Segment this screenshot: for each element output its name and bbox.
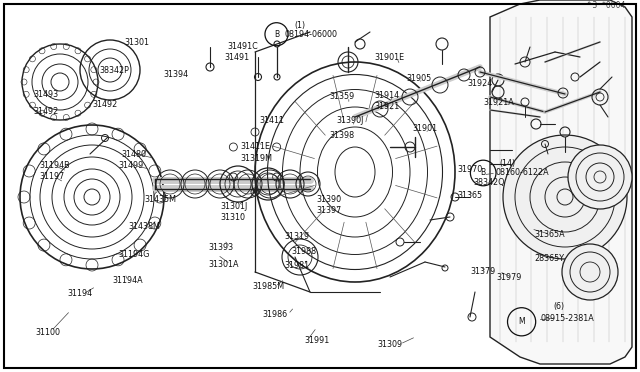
Text: 31991: 31991 [304, 336, 329, 345]
Text: 31390J: 31390J [336, 116, 364, 125]
Text: 31493: 31493 [33, 90, 58, 99]
Text: 31379: 31379 [470, 267, 495, 276]
Text: 31310: 31310 [221, 213, 246, 222]
Text: 31301J: 31301J [221, 202, 248, 211]
Text: 31194A: 31194A [112, 276, 143, 285]
Text: 31921A: 31921A [483, 98, 514, 107]
Text: B: B [274, 30, 279, 39]
Text: 31411: 31411 [259, 116, 284, 125]
Text: 31924: 31924 [467, 79, 492, 88]
Text: 31197: 31197 [40, 172, 65, 181]
Text: 08160-6122A: 08160-6122A [496, 169, 550, 177]
Text: 31390: 31390 [317, 195, 342, 203]
Text: 31194G: 31194G [118, 250, 150, 259]
Text: 31981: 31981 [285, 262, 310, 270]
Text: 31194B: 31194B [40, 161, 70, 170]
Text: M: M [518, 317, 525, 326]
Text: 31914: 31914 [374, 92, 399, 100]
Circle shape [568, 145, 632, 209]
Text: B: B [481, 169, 486, 177]
Text: 31301A: 31301A [208, 260, 239, 269]
Text: 38342P: 38342P [99, 66, 129, 75]
Text: (14): (14) [499, 159, 515, 168]
Text: 31438M: 31438M [128, 222, 160, 231]
Text: 31319: 31319 [285, 232, 310, 241]
Text: 31970: 31970 [458, 165, 483, 174]
Text: 31194: 31194 [67, 289, 92, 298]
Text: 31319M: 31319M [240, 154, 272, 163]
Text: 31365: 31365 [458, 191, 483, 200]
Text: 31901E: 31901E [374, 53, 404, 62]
Text: 31309: 31309 [378, 340, 403, 349]
Text: 08915-2381A: 08915-2381A [541, 314, 595, 323]
Text: 31365A: 31365A [534, 230, 565, 239]
Text: 31435M: 31435M [144, 195, 176, 203]
Text: 31394: 31394 [163, 70, 188, 79]
Text: 31398: 31398 [330, 131, 355, 140]
Text: 08194-06000: 08194-06000 [285, 30, 338, 39]
Circle shape [562, 244, 618, 300]
Text: 31100: 31100 [35, 328, 60, 337]
Text: 31491C: 31491C [227, 42, 258, 51]
Text: 31921: 31921 [374, 102, 399, 110]
Text: 31411E: 31411E [240, 142, 270, 151]
Text: ^3  *0004: ^3 *0004 [586, 1, 625, 10]
Text: 31359: 31359 [330, 92, 355, 101]
Text: 31491: 31491 [224, 53, 249, 62]
Text: 31905: 31905 [406, 74, 431, 83]
Text: 31988: 31988 [291, 247, 316, 256]
Text: 31301: 31301 [125, 38, 150, 47]
Text: 28365Y: 28365Y [534, 254, 564, 263]
Circle shape [503, 135, 627, 259]
Polygon shape [490, 0, 632, 364]
Text: 31986: 31986 [262, 310, 287, 319]
Text: (1): (1) [294, 21, 305, 30]
Text: 31480: 31480 [122, 150, 147, 159]
Text: 31985M: 31985M [253, 282, 285, 291]
Text: 38342Q: 38342Q [474, 178, 505, 187]
Text: 31492: 31492 [93, 100, 118, 109]
Text: 31397: 31397 [317, 206, 342, 215]
Text: (6): (6) [554, 302, 564, 311]
Text: 31979: 31979 [496, 273, 522, 282]
Text: 31499: 31499 [118, 161, 143, 170]
Text: 31901: 31901 [413, 124, 438, 133]
Text: 31492: 31492 [33, 107, 58, 116]
Text: 31393: 31393 [208, 243, 233, 252]
